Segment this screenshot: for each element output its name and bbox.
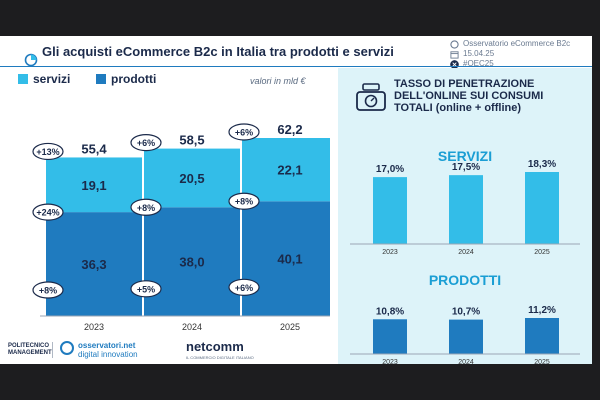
bar-servizi-2023 (373, 177, 407, 244)
netcomm-logo: netcomm (186, 339, 244, 354)
x-tick-label: 2024 (182, 322, 202, 332)
header: Gli acquisti eCommerce B2c in Italia tra… (0, 36, 592, 69)
value-label-prodotti: 11,2% (528, 305, 556, 316)
logo-divider (52, 342, 53, 358)
growth-servizi: +24% (36, 208, 59, 218)
growth-servizi-bubble (130, 198, 162, 216)
penetration-panel: TASSO DI PENETRAZIONE DELL'ONLINE SUI CO… (338, 68, 592, 364)
growth-prodotti: +5% (137, 284, 155, 294)
growth-servizi-bubble (228, 192, 260, 210)
value-label-servizi: 19,1 (81, 178, 106, 193)
growth-total: +6% (137, 138, 155, 148)
bar-servizi-2023 (46, 157, 142, 213)
penetration-title: TASSO DI PENETRAZIONE DELL'ONLINE SUI CO… (394, 78, 590, 114)
growth-total: +6% (235, 128, 253, 138)
value-label-prodotti: 40,1 (277, 252, 302, 267)
growth-total-bubble (130, 133, 162, 152)
hashtag: #OEC25 (463, 59, 494, 68)
legend-label-prodotti: prodotti (111, 72, 157, 86)
penetration-bar-charts: 17,0% 2023 17,5% 2024 18,3% 2025 10,8% 2023 10,7… (350, 159, 580, 364)
penetration-title-line: DELL'ONLINE SUI CONSUMI (394, 90, 544, 102)
growth-total-bubble (32, 142, 64, 161)
netcomm-logo-sub: IL COMMERCIO DIGITALE ITALIANO (186, 355, 254, 360)
growth-prodotti-bubble (228, 278, 260, 296)
osservatori-logo-line: digital innovation (78, 350, 138, 359)
organizer: Osservatorio eCommerce B2c (463, 39, 571, 48)
bar-prodotti-2023 (46, 212, 142, 316)
total-label: 55,4 (81, 141, 107, 156)
growth-prodotti-bubble (130, 280, 162, 298)
value-label-prodotti: 10,8% (376, 306, 404, 317)
growth-servizi: +8% (235, 197, 253, 207)
penetration-title-line: TOTALI (online + offline) (394, 102, 521, 114)
bar-prodotti-2024 (449, 319, 483, 354)
pie-chart-icon (24, 53, 38, 67)
total-label: 58,5 (179, 133, 204, 148)
bar-prodotti-2023 (373, 319, 407, 354)
x-tick-label-prodotti: 2023 (382, 359, 398, 364)
osservatori-logo: osservatori.net digital innovation (78, 341, 138, 359)
legend-swatch-servizi (18, 74, 28, 84)
unit-label: valori in mld € (250, 76, 306, 86)
calendar-icon (450, 51, 459, 59)
stacked-bar-chart: 36,3 19,1 55,4 2023 +13% +24% +8% 38,0 20,5 58,5 2… (32, 122, 330, 332)
x-tick-label-servizi: 2023 (382, 249, 398, 256)
bar-servizi-2024 (449, 175, 483, 244)
event-date: 15.04.25 (463, 49, 495, 58)
servizi-chart-title: SERVIZI (437, 148, 493, 164)
growth-total: +13% (36, 147, 59, 157)
polimi-logo-top: POLITECNICO (8, 343, 50, 349)
bar-servizi-2024 (144, 148, 240, 208)
bar-servizi-2025 (242, 138, 330, 202)
x-tick-label-prodotti: 2024 (458, 359, 474, 364)
x-tick-label-servizi: 2024 (458, 249, 474, 256)
value-label-prodotti: 36,3 (81, 257, 106, 272)
pie-chart-icon (450, 40, 459, 49)
growth-prodotti-bubble (32, 281, 64, 299)
value-label-prodotti: 10,7% (452, 307, 480, 318)
header-divider (0, 66, 592, 67)
value-label-prodotti: 38,0 (179, 255, 204, 270)
value-label-servizi: 20,5 (179, 171, 204, 186)
osservatori-logo-mark (60, 341, 74, 355)
penetration-title-line: TASSO DI PENETRAZIONE (394, 78, 535, 90)
legend-label-servizi: servizi (33, 72, 71, 86)
scale-icon (356, 83, 386, 111)
bar-prodotti-2024 (144, 207, 240, 316)
x-tick-label: 2023 (84, 322, 104, 332)
polimi-logo: POLITECNICO MANAGEMENT (8, 343, 52, 357)
bar-prodotti-2025 (525, 318, 559, 354)
footer-logos: POLITECNICO MANAGEMENT osservatori.net d… (0, 336, 336, 364)
legend-swatch-prodotti (96, 74, 106, 84)
x-tick-label-servizi: 2025 (534, 249, 550, 256)
total-label: 62,2 (277, 122, 302, 137)
polimi-logo-bottom: MANAGEMENT (8, 350, 52, 356)
growth-total-bubble (228, 123, 260, 141)
x-tick-label-prodotti: 2025 (534, 359, 550, 364)
value-label-servizi: 22,1 (277, 163, 302, 178)
slide: Gli acquisti eCommerce B2c in Italia tra… (0, 36, 592, 364)
growth-prodotti: +8% (39, 286, 57, 296)
value-label-servizi: 18,3% (528, 159, 556, 170)
value-label-servizi: 17,0% (376, 164, 404, 175)
growth-servizi: +8% (137, 203, 155, 213)
bar-servizi-2025 (525, 172, 559, 244)
osservatori-logo-line: osservatori.net (78, 341, 136, 350)
growth-prodotti: +6% (235, 283, 253, 293)
page-title-text: Gli acquisti eCommerce B2c in Italia tra… (42, 44, 394, 59)
bar-prodotti-2025 (242, 201, 330, 316)
prodotti-chart-title: PRODOTTI (428, 272, 502, 288)
growth-servizi-bubble (32, 203, 64, 221)
x-tick-label: 2025 (280, 322, 300, 332)
value-label-servizi: 17,5% (452, 162, 480, 173)
